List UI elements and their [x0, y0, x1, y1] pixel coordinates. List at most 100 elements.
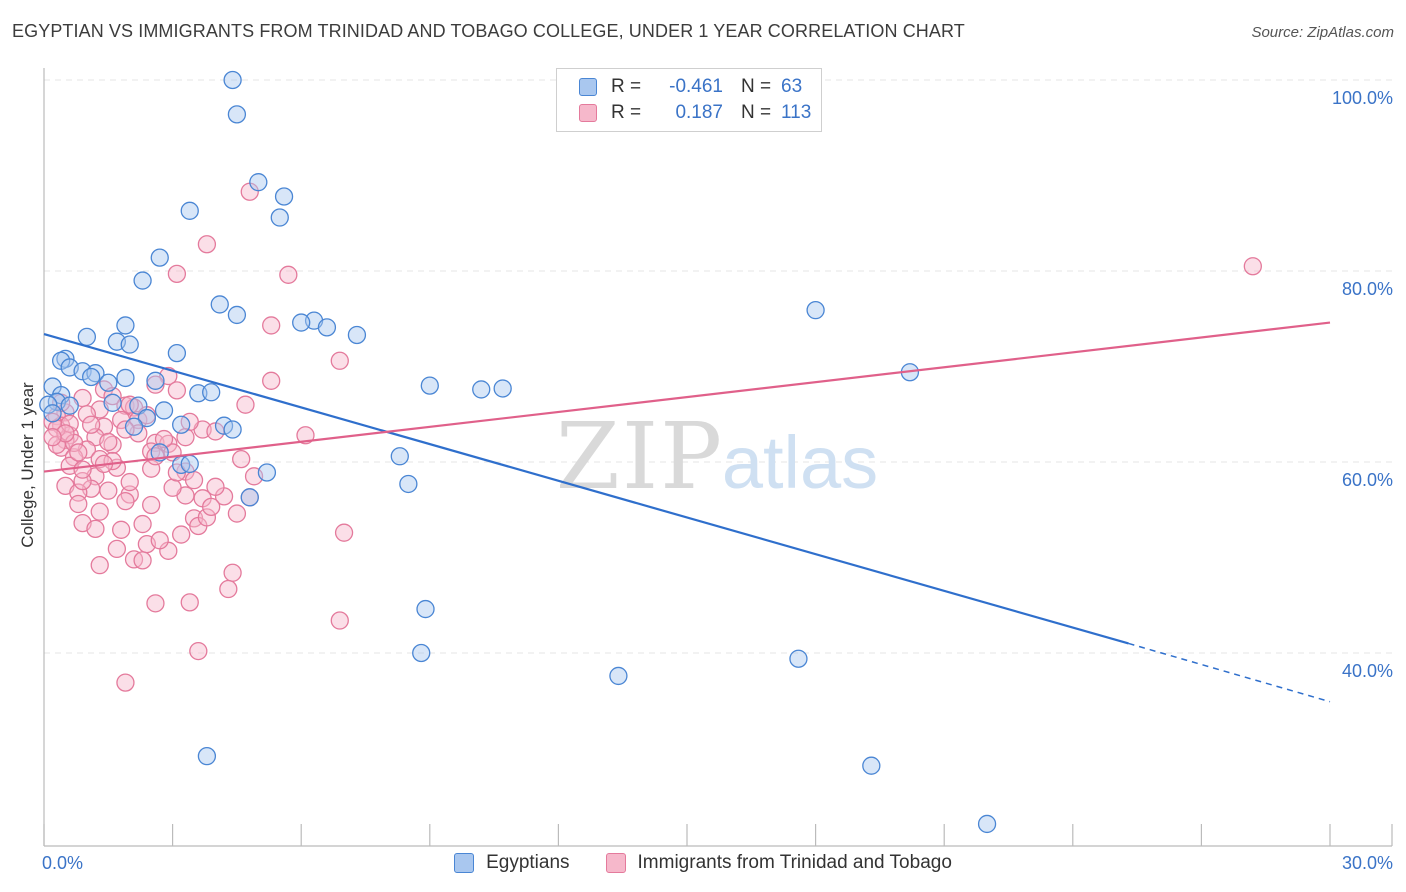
- legend-label: Immigrants from Trinidad and Tobago: [637, 852, 952, 873]
- data-point: [412, 643, 431, 663]
- legend-label: Egyptians: [486, 852, 570, 873]
- data-point: [99, 373, 118, 392]
- data-point: [210, 295, 229, 314]
- data-point: [180, 454, 199, 474]
- data-point: [399, 474, 418, 494]
- data-point: [197, 746, 217, 766]
- y-axis-label: College, Under 1 year: [18, 382, 37, 548]
- data-point: [227, 504, 247, 523]
- data-point: [206, 477, 225, 496]
- data-point: [172, 525, 191, 544]
- data-point: [330, 351, 349, 370]
- r-value: -0.461: [669, 76, 723, 97]
- data-point: [60, 414, 79, 433]
- y-tick-label: 100.0%: [1332, 88, 1393, 108]
- data-point: [167, 343, 187, 363]
- stats-box: R = -0.461 N = 63 R = 0.187 N = 113: [556, 68, 822, 132]
- data-point: [112, 520, 131, 539]
- data-point: [129, 396, 148, 415]
- pink-swatch: [579, 104, 597, 122]
- data-point: [107, 539, 127, 559]
- data-point: [146, 371, 165, 390]
- data-point: [146, 433, 165, 453]
- data-point: [172, 415, 191, 434]
- trend-lines: [43, 321, 1331, 703]
- data-point: [240, 488, 259, 507]
- data-point: [219, 579, 238, 599]
- data-point: [69, 443, 88, 462]
- data-point: [223, 420, 242, 439]
- data-point: [806, 301, 825, 320]
- data-point: [236, 395, 255, 414]
- data-point: [334, 523, 354, 542]
- data-point: [262, 371, 281, 390]
- data-point: [82, 415, 101, 434]
- data-point: [214, 416, 234, 435]
- data-point: [77, 327, 97, 347]
- blue-trend-line: [43, 332, 1129, 645]
- data-point: [163, 478, 182, 497]
- data-point: [249, 173, 268, 192]
- data-point: [296, 426, 315, 445]
- data-point: [262, 316, 281, 335]
- data-point: [39, 395, 58, 414]
- watermark-atlas: atlas: [722, 421, 878, 504]
- data-point: [167, 381, 187, 400]
- r-label: R =: [611, 76, 642, 97]
- grid-lines: [44, 79, 1392, 654]
- blue-swatch: [579, 78, 597, 96]
- blue-trend-extension: [1128, 642, 1331, 703]
- data-point: [227, 105, 247, 124]
- data-point: [862, 756, 881, 775]
- data-point: [150, 531, 169, 550]
- data-point: [116, 368, 135, 388]
- axes: [43, 68, 1393, 847]
- data-point: [390, 447, 409, 466]
- watermark: ZIP atlas: [556, 403, 878, 510]
- data-point: [82, 367, 101, 387]
- data-point: [197, 508, 217, 527]
- blue-series-points: [39, 70, 997, 834]
- stats-row-egyptians: R = -0.461 N = 63: [579, 75, 802, 99]
- data-point: [202, 383, 221, 402]
- data-point: [330, 611, 349, 630]
- data-point: [86, 519, 105, 538]
- data-point: [189, 641, 208, 661]
- source-label: Source: ZipAtlas.com: [1251, 24, 1394, 41]
- n-value: 63: [781, 76, 803, 97]
- data-point: [197, 235, 217, 254]
- data-point: [142, 495, 161, 515]
- n-value: 113: [781, 102, 812, 123]
- pink-swatch: [605, 853, 626, 873]
- stats-row-trinidad: R = 0.187 N = 113: [579, 101, 811, 125]
- data-point: [137, 408, 157, 428]
- y-tick-label: 80.0%: [1342, 279, 1393, 299]
- data-point: [223, 70, 242, 90]
- data-point: [180, 593, 199, 612]
- data-point: [43, 404, 62, 423]
- data-point: [73, 460, 92, 479]
- data-point: [317, 318, 337, 337]
- data-point: [116, 492, 135, 511]
- data-point: [1243, 257, 1262, 276]
- data-point: [60, 396, 79, 415]
- data-point: [270, 208, 289, 227]
- data-point: [146, 594, 165, 613]
- data-point: [90, 555, 109, 575]
- legend: Egyptians Immigrants from Trinidad and T…: [0, 852, 1406, 874]
- x-tick-label: 0.0%: [42, 853, 83, 873]
- pink-trend-line: [43, 321, 1331, 473]
- data-point: [133, 514, 152, 534]
- data-point: [789, 649, 808, 668]
- data-point: [223, 563, 242, 582]
- watermark-zip: ZIP: [556, 403, 724, 510]
- data-point: [150, 248, 169, 267]
- data-point: [77, 405, 97, 424]
- legend-item-trinidad[interactable]: Immigrants from Trinidad and Tobago: [605, 852, 952, 874]
- data-point: [977, 814, 997, 834]
- x-tick-label: 30.0%: [1342, 853, 1393, 873]
- data-point: [180, 201, 199, 220]
- data-point: [227, 305, 247, 325]
- legend-item-egyptians[interactable]: Egyptians: [454, 852, 570, 874]
- data-point: [116, 673, 135, 692]
